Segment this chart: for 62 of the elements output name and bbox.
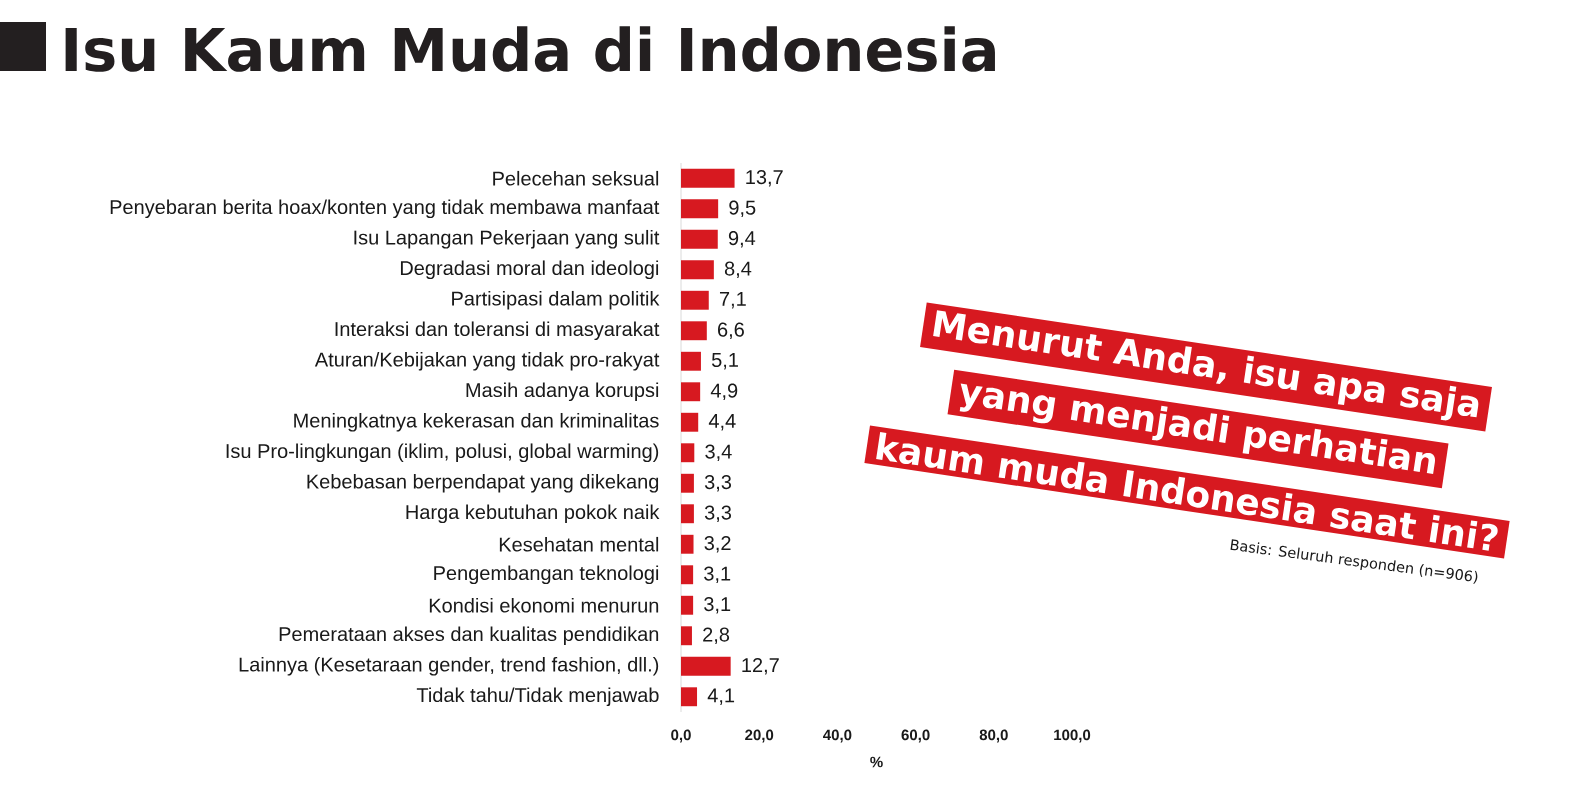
y-tick-label: Pemerataan akses dan kualitas pendidikan — [279, 626, 659, 646]
x-axis-title: % — [870, 756, 883, 768]
bar — [681, 656, 731, 676]
bar — [681, 687, 698, 707]
data-label: 3,3 — [704, 505, 732, 523]
data-label: 3,2 — [704, 536, 731, 553]
data-label: 6,6 — [718, 322, 744, 340]
y-tick-label: Masih adanya korupsi — [466, 382, 659, 402]
y-tick-label: Kondisi ekonomi menurun — [429, 597, 659, 613]
data-label: 4,1 — [707, 688, 735, 705]
data-label: 9,4 — [728, 231, 756, 248]
bar — [681, 168, 735, 188]
bar — [681, 504, 694, 524]
bar — [681, 229, 718, 249]
y-tick-label: Interaksi dan toleransi di masyarakat — [335, 321, 660, 341]
bar — [681, 260, 714, 280]
data-label: 2,8 — [703, 627, 730, 645]
y-tick-label: Pengembangan teknologi — [434, 565, 659, 585]
y-tick-label: Meningkatnya kekerasan dan kriminalitas — [294, 412, 659, 432]
bar — [681, 626, 692, 646]
data-label: 5,1 — [711, 353, 738, 370]
data-label: 12,7 — [742, 658, 779, 675]
x-tick-label: 60,0 — [901, 729, 930, 743]
x-tick-label: 100,0 — [1054, 729, 1091, 743]
x-tick-label: 40,0 — [823, 729, 852, 743]
x-tick-label: 0,0 — [671, 729, 691, 743]
bar — [681, 321, 707, 341]
data-label: 9,5 — [729, 200, 756, 218]
data-label: 3,1 — [704, 597, 731, 614]
y-tick-label: Pelecehan seksual — [493, 170, 659, 186]
y-tick-label: Kesehatan mental — [499, 536, 659, 552]
chart-title: Isu Kaum Muda di Indonesia — [65, 26, 995, 72]
data-label: 7,1 — [719, 292, 746, 309]
bar — [681, 199, 719, 219]
data-label: 4,4 — [708, 414, 736, 431]
data-label: 3,3 — [704, 475, 732, 492]
data-label: 8,4 — [724, 261, 752, 279]
bar — [681, 382, 701, 402]
data-label: 13,7 — [746, 170, 783, 187]
bar — [681, 534, 694, 554]
y-tick-label: Isu Lapangan Pekerjaan yang sulit — [354, 229, 660, 249]
bar — [681, 595, 694, 615]
x-tick-label: 20,0 — [745, 729, 774, 743]
y-tick-label: Isu Pro-lingkungan (iklim, polusi, global warming) — [226, 443, 659, 463]
x-tick-label: 80,0 — [979, 729, 1008, 743]
y-tick-label: Degradasi moral dan ideologi — [400, 260, 659, 280]
bar — [681, 412, 699, 432]
y-tick-label: Penyebaran berita hoax/konten yang tidak membawa manfaat — [110, 199, 660, 219]
y-tick-label: Harga kebutuhan pokok naik — [406, 504, 660, 524]
data-label: 3,1 — [704, 566, 731, 584]
bar — [681, 473, 694, 493]
y-tick-label: Kebebasan berpendapat yang dikekang — [307, 473, 659, 493]
data-label: 3,4 — [705, 444, 732, 462]
y-tick-label: Lainnya (Kesetaraan gender, trend fashion, dll.) — [239, 656, 659, 676]
bar — [681, 290, 709, 310]
bar — [681, 565, 694, 585]
bar — [681, 351, 701, 371]
y-tick-label: Aturan/Kebijakan yang tidak pro-rakyat — [314, 351, 660, 371]
data-label: 4,9 — [710, 383, 738, 401]
bar — [681, 443, 695, 463]
y-tick-label: Tidak tahu/Tidak menjawab — [416, 687, 659, 707]
y-tick-label: Partisipasi dalam politik — [452, 290, 660, 310]
